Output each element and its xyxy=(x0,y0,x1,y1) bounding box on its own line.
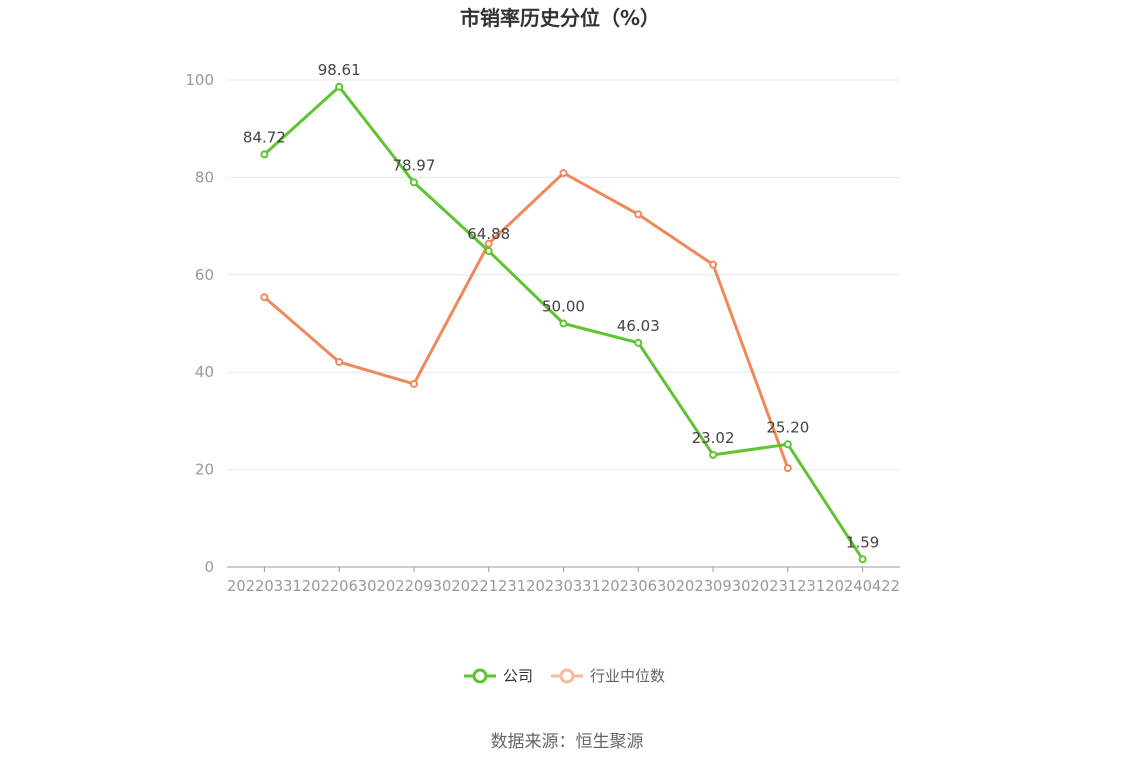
y-axis: 0 20 40 60 80 100 xyxy=(185,71,214,576)
legend-marker-industry-median xyxy=(559,668,575,684)
legend-item-industry-median[interactable]: 行业中位数 xyxy=(551,667,665,685)
x-tick-label: 20231231 xyxy=(750,577,825,595)
data-label: 23.02 xyxy=(692,429,735,447)
y-tick-label: 40 xyxy=(195,363,214,381)
data-point-industry-median xyxy=(634,210,643,219)
data-point-company xyxy=(409,178,418,187)
y-tick-label: 80 xyxy=(195,168,214,186)
data-point-industry-median xyxy=(260,293,269,302)
data-point-company xyxy=(484,247,493,256)
series-layer xyxy=(260,82,867,564)
data-labels: 84.72 98.61 78.97 64.88 50.00 46.03 23.02 25.20… xyxy=(243,61,879,551)
data-point-company xyxy=(709,450,718,459)
data-point-industry-median xyxy=(335,357,344,366)
data-label: 25.20 xyxy=(766,418,809,436)
data-point-industry-median xyxy=(409,379,418,388)
x-tick-label: 20240422 xyxy=(825,577,900,595)
y-tick-label: 60 xyxy=(195,266,214,284)
data-point-industry-median xyxy=(783,464,792,473)
legend-item-company[interactable]: 公司 xyxy=(464,667,533,685)
grid-lines xyxy=(227,79,900,471)
data-label: 78.97 xyxy=(392,156,435,174)
data-label: 46.03 xyxy=(617,317,660,335)
data-point-industry-median xyxy=(559,169,568,178)
x-tick-label: 20230331 xyxy=(526,577,601,595)
y-tick-label: 0 xyxy=(204,558,214,576)
data-point-company xyxy=(783,440,792,449)
x-tick-label: 20220630 xyxy=(302,577,377,595)
x-tick-label: 20220930 xyxy=(377,577,452,595)
x-tick-label: 20230930 xyxy=(676,577,751,595)
chart-title: 市销率历史分位（%） xyxy=(460,6,660,30)
data-point-company xyxy=(260,150,269,159)
x-tick-label: 20230630 xyxy=(601,577,676,595)
legend-marker-company xyxy=(472,668,488,684)
y-tick-label: 100 xyxy=(185,71,214,89)
data-label: 1.59 xyxy=(846,533,879,551)
legend-label-industry-median: 行业中位数 xyxy=(590,667,665,685)
data-label: 98.61 xyxy=(318,61,361,79)
data-source: 数据来源：恒生聚源 xyxy=(491,732,644,752)
x-axis: 20220331 20220630 20220930 20221231 20230331… xyxy=(227,566,900,595)
data-point-industry-median xyxy=(709,260,718,269)
legend[interactable]: 公司 行业中位数 xyxy=(464,667,665,685)
data-point-company xyxy=(858,555,867,564)
x-tick-label: 20221231 xyxy=(451,577,526,595)
data-label: 50.00 xyxy=(542,298,585,316)
legend-label-company: 公司 xyxy=(503,667,533,685)
data-point-company xyxy=(335,82,344,91)
data-point-industry-median xyxy=(484,239,493,248)
series-line-industry-median xyxy=(263,171,790,469)
y-tick-label: 20 xyxy=(195,461,214,479)
x-tick-label: 20220331 xyxy=(227,577,302,595)
data-label: 64.88 xyxy=(467,225,510,243)
data-label: 84.72 xyxy=(243,128,286,146)
data-point-company xyxy=(634,338,643,347)
data-point-company xyxy=(559,319,568,328)
